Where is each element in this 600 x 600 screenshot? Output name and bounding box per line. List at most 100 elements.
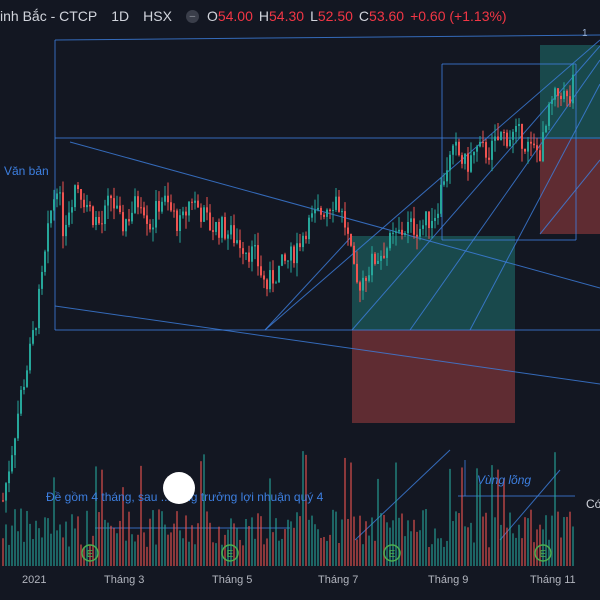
- candle-body: [506, 132, 508, 147]
- candle-body: [458, 141, 460, 156]
- edge-text: Có: [586, 497, 600, 511]
- volume-bar: [509, 512, 511, 566]
- volume-bar: [512, 533, 514, 566]
- volume-bar: [179, 530, 181, 566]
- event-marker-icon: [383, 544, 401, 562]
- volume-bar: [311, 515, 313, 566]
- candle-body: [8, 471, 10, 484]
- candle-body: [215, 222, 217, 232]
- candle-body: [218, 222, 220, 238]
- candle-body: [311, 213, 313, 218]
- candle-body: [53, 199, 55, 211]
- candle-body: [107, 195, 109, 206]
- volume-bar: [128, 511, 130, 566]
- volume-bar: [494, 517, 496, 566]
- candle-body: [182, 211, 184, 216]
- volume-bar: [497, 469, 499, 566]
- candle-body: [62, 192, 64, 237]
- volume-bar: [557, 511, 559, 566]
- volume-bar: [74, 528, 76, 566]
- candle-body: [329, 209, 331, 211]
- candle-body: [314, 209, 316, 214]
- volume-bar: [365, 521, 367, 566]
- volume-bar: [272, 532, 274, 566]
- trend-line: [539, 159, 600, 235]
- volume-bar: [98, 512, 100, 566]
- volume-bar: [515, 537, 517, 566]
- volume-bar: [440, 538, 442, 566]
- candle-body: [77, 185, 79, 190]
- volume-bar: [329, 534, 331, 566]
- volume-bar: [434, 528, 436, 566]
- volume-bar: [374, 540, 376, 566]
- volume-bar: [449, 468, 451, 566]
- candle-body: [476, 146, 478, 152]
- candle-body: [14, 438, 16, 456]
- cursor-circle: [163, 472, 195, 504]
- candle-body: [362, 277, 364, 291]
- candle-body: [248, 252, 250, 262]
- candle-body: [161, 201, 163, 212]
- candle-body: [479, 141, 481, 147]
- volume-bar: [353, 516, 355, 566]
- candle-body: [233, 225, 235, 243]
- candle-body: [416, 234, 418, 237]
- volume-bar: [563, 517, 565, 566]
- zone-annotation[interactable]: Vùng lõng: [477, 473, 532, 487]
- candle-body: [503, 132, 505, 134]
- candle-body: [341, 211, 343, 213]
- volume-bar: [134, 541, 136, 566]
- candle-body: [536, 145, 538, 151]
- candle-body: [230, 225, 232, 235]
- volume-bar: [158, 509, 160, 566]
- volume-bar: [131, 534, 133, 566]
- volume-bar: [344, 457, 346, 566]
- candle-body: [29, 343, 31, 371]
- candle-body: [197, 200, 199, 208]
- symbol-name[interactable]: inh Bắc - CTCP: [0, 8, 98, 24]
- volume-bar: [92, 535, 94, 566]
- status-dot-icon[interactable]: –: [185, 9, 199, 23]
- candle-body: [464, 153, 466, 164]
- volume-bar: [254, 538, 256, 566]
- interval-label[interactable]: 1D: [111, 8, 130, 24]
- candle-body: [41, 271, 43, 289]
- candle-body: [140, 207, 142, 209]
- candle-body: [563, 90, 565, 100]
- volume-bar: [2, 538, 4, 566]
- candle-body: [335, 196, 337, 210]
- volume-bar: [569, 511, 571, 566]
- volume-bar: [377, 478, 379, 566]
- text-annotation[interactable]: Văn bản: [4, 164, 49, 178]
- volume-bar: [314, 524, 316, 566]
- candle-body: [305, 235, 307, 240]
- volume-bar: [269, 478, 271, 566]
- volume-bar: [209, 522, 211, 566]
- exchange-label: HSX: [143, 8, 172, 24]
- candle-body: [245, 252, 247, 254]
- volume-bar: [80, 544, 82, 566]
- candle-body: [155, 201, 157, 228]
- volume-bar: [5, 524, 7, 566]
- close-value: 53.60: [369, 8, 405, 24]
- candle-body: [545, 125, 547, 133]
- volume-bar: [533, 542, 535, 566]
- volume-bar: [452, 521, 454, 566]
- candle-body: [11, 455, 13, 472]
- event-marker-icon: [221, 544, 239, 562]
- candle-body: [542, 132, 544, 162]
- volume-bar: [164, 524, 166, 566]
- candle-body: [86, 204, 88, 208]
- candle-body: [449, 154, 451, 171]
- candle-body: [470, 155, 472, 172]
- volume-bar: [380, 513, 382, 566]
- candle-body: [425, 211, 427, 226]
- volume-bar: [389, 527, 391, 566]
- volume-bar: [524, 517, 526, 566]
- candle-body: [101, 223, 103, 225]
- candle-body: [80, 189, 82, 200]
- volume-bar: [107, 522, 109, 566]
- candle-body: [296, 243, 298, 264]
